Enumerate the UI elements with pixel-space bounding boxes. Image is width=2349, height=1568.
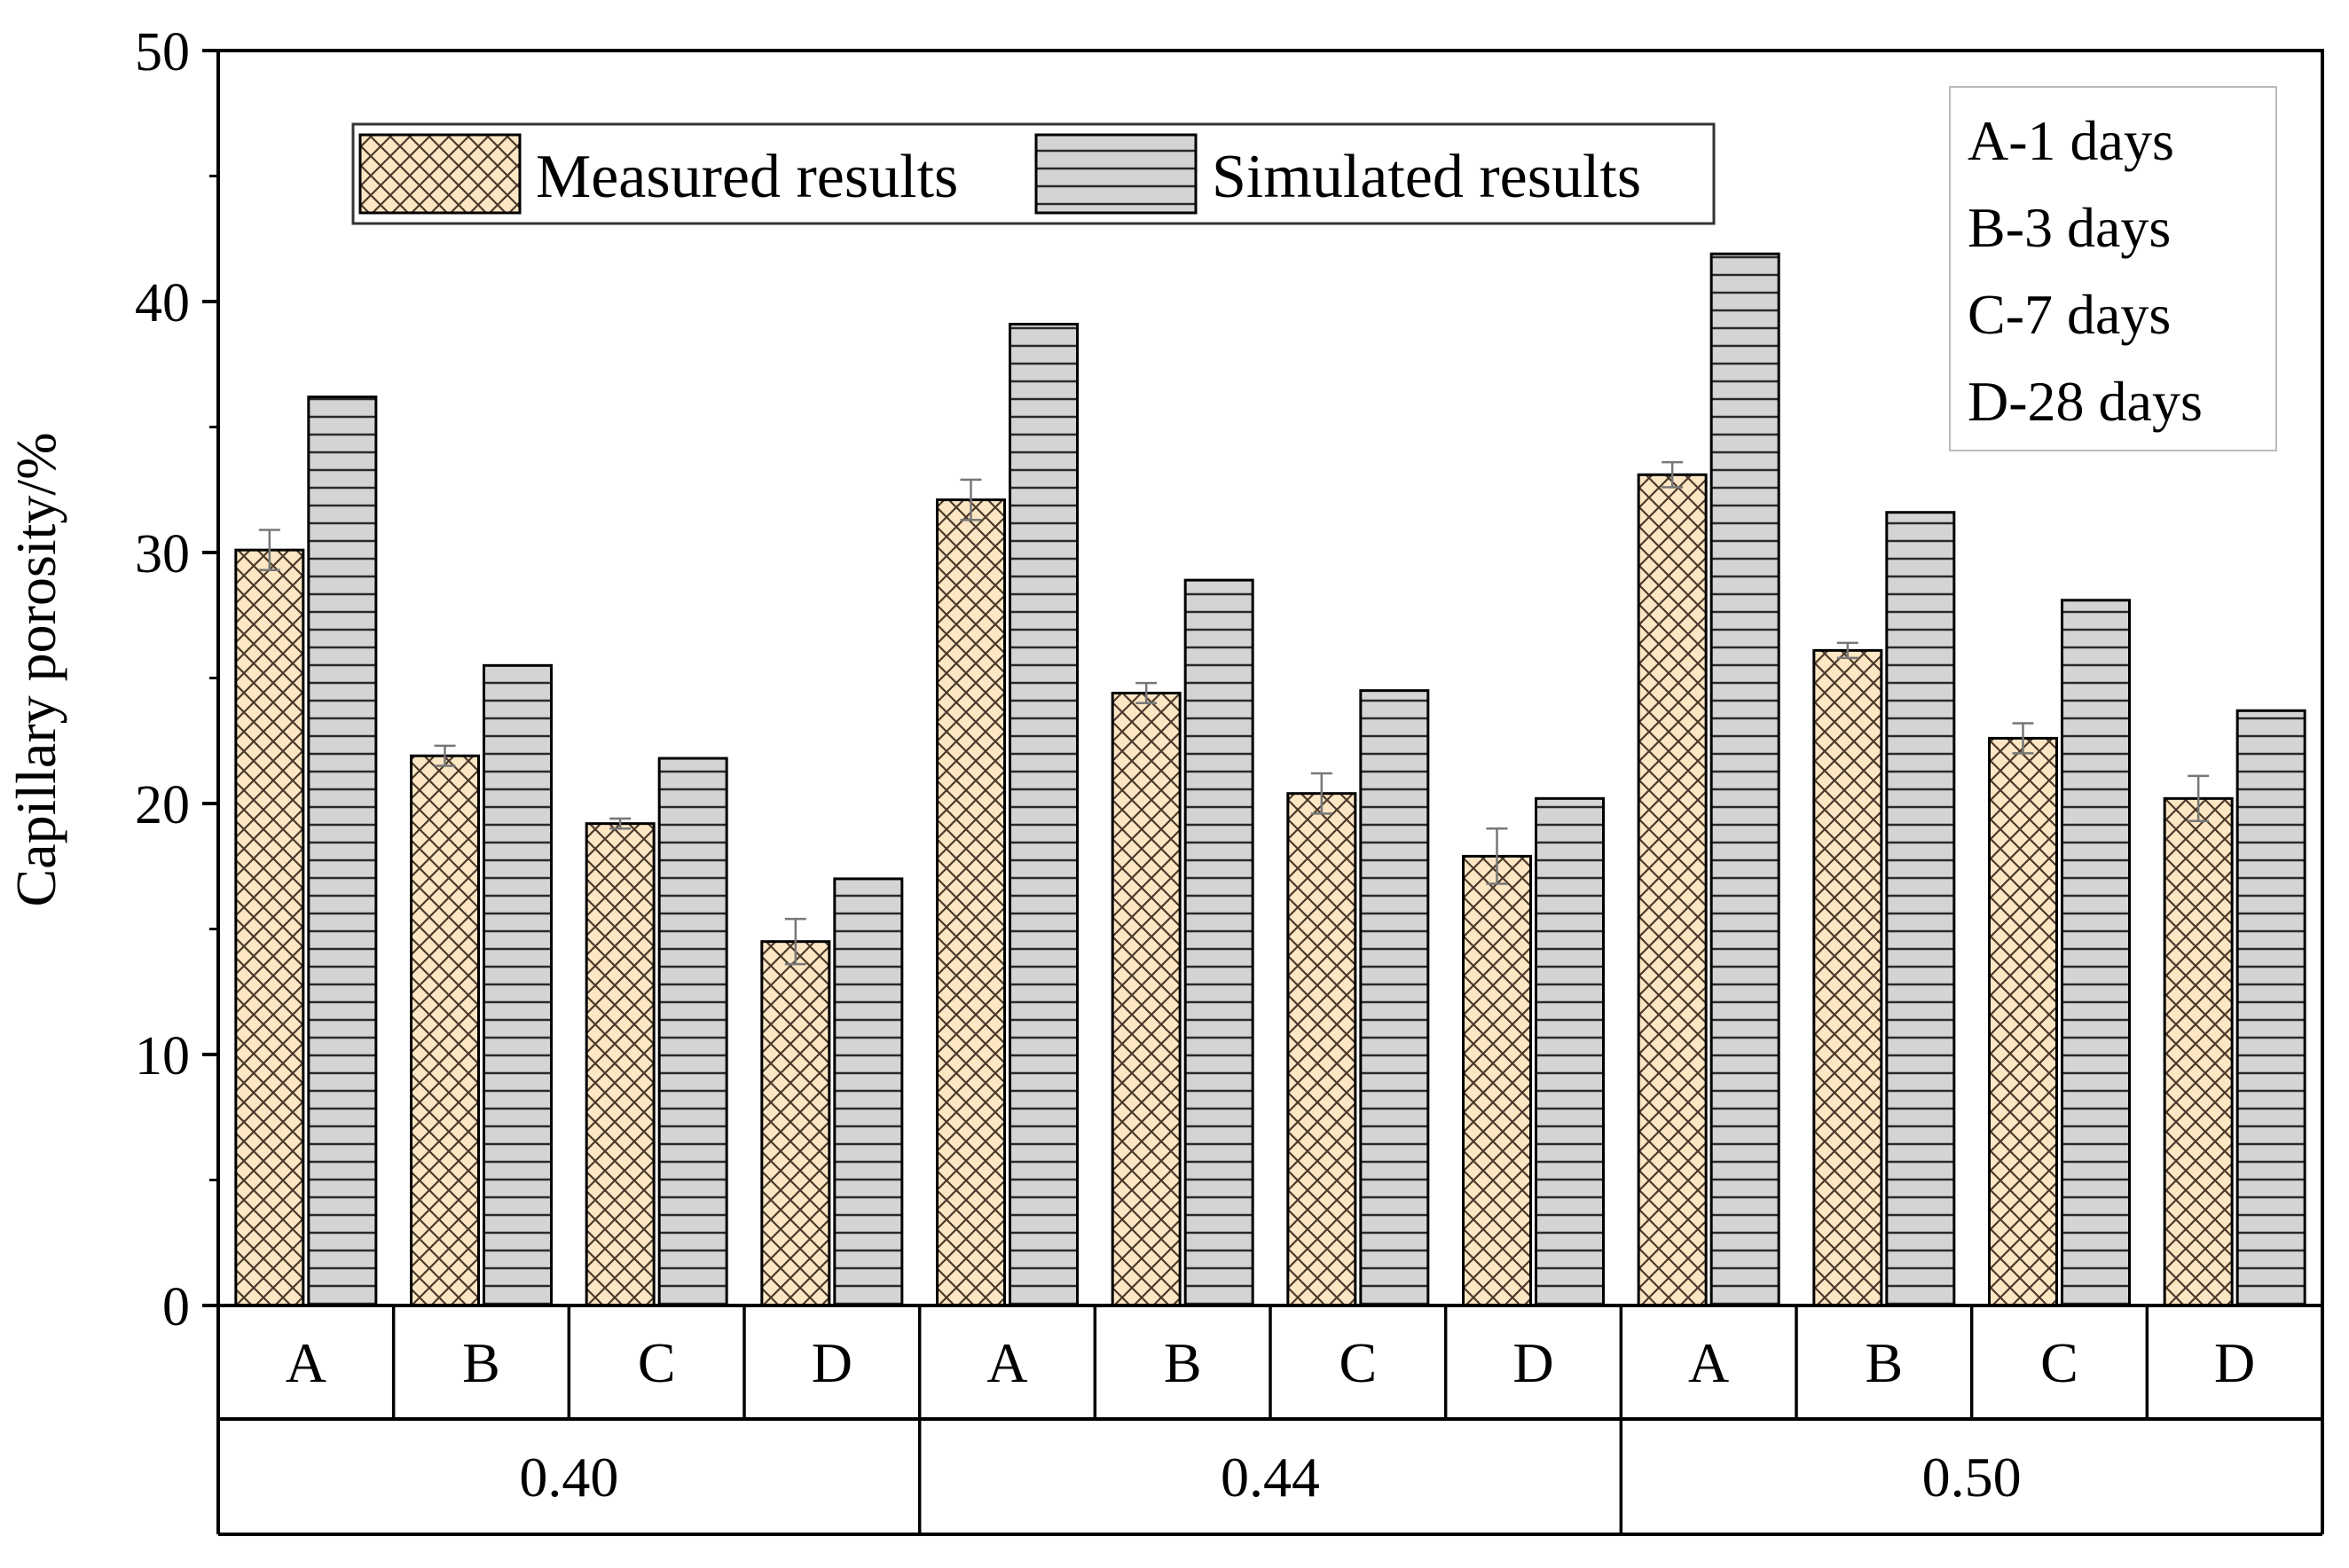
bar-simulated-1 xyxy=(307,396,378,1307)
y-tick-label-10: 10 xyxy=(135,1026,190,1086)
bar-measured-8 xyxy=(1462,854,1532,1307)
bar-measured-5 xyxy=(936,498,1006,1307)
axes-layer: 0 10 20 30 40 50 A B C D A B C D A B C D 0.40 0.44 0.50 xyxy=(135,22,2324,1536)
bar-measured-6 xyxy=(1111,691,1182,1307)
y-tick-label-50: 50 xyxy=(135,22,190,82)
y-axis-label: Capillary porosity/% xyxy=(4,432,67,906)
category-label-3: C xyxy=(638,1331,676,1394)
category-label-6: B xyxy=(1164,1331,1202,1394)
bar-simulated-10 xyxy=(1885,511,1956,1307)
bar-measured-2 xyxy=(410,754,480,1307)
y-tick-label-0: 0 xyxy=(162,1277,190,1337)
category-label-4: D xyxy=(812,1331,852,1394)
category-label-2: B xyxy=(462,1331,500,1394)
note-line-c: C-7 days xyxy=(1968,283,2171,346)
bar-measured-4 xyxy=(760,940,831,1307)
bar-simulated-5 xyxy=(1009,322,1079,1307)
category-label-7: C xyxy=(1339,1331,1377,1394)
legend-swatch-measured xyxy=(358,133,522,215)
note-line-b: B-3 days xyxy=(1968,196,2171,259)
y-tick-label-20: 20 xyxy=(135,775,190,835)
category-label-8: D xyxy=(1512,1331,1553,1394)
bar-measured-12 xyxy=(2163,796,2234,1307)
category-label-11: C xyxy=(2040,1331,2078,1394)
bar-simulated-8 xyxy=(1535,796,1605,1307)
group-label-0.44: 0.44 xyxy=(1221,1446,1320,1509)
category-label-5: A xyxy=(986,1331,1027,1394)
curing-age-note: A-1 days B-3 days C-7 days D-28 days xyxy=(1949,86,2277,451)
bar-simulated-4 xyxy=(833,877,904,1307)
bar-measured-1 xyxy=(234,548,305,1307)
bar-simulated-3 xyxy=(657,757,728,1307)
note-line-d: D-28 days xyxy=(1968,370,2203,433)
legend: Measured results Simulated results xyxy=(351,122,1716,225)
y-tick-label-40: 40 xyxy=(135,273,190,333)
group-label-0.50: 0.50 xyxy=(1922,1446,2022,1509)
legend-swatch-simulated xyxy=(1034,133,1198,215)
bars-layer xyxy=(234,252,2306,1307)
note-frame xyxy=(1949,86,2277,451)
bar-measured-10 xyxy=(1812,648,1883,1307)
bar-measured-11 xyxy=(1988,736,2058,1307)
bar-simulated-7 xyxy=(1359,689,1430,1307)
legend-frame xyxy=(351,122,1716,225)
note-line-a: A-1 days xyxy=(1968,109,2174,172)
bar-simulated-11 xyxy=(2061,599,2131,1307)
bar-measured-7 xyxy=(1286,792,1357,1307)
legend-label-simulated: Simulated results xyxy=(1212,143,1641,211)
group-label-0.40: 0.40 xyxy=(519,1446,618,1509)
bar-simulated-2 xyxy=(483,663,553,1307)
legend-label-measured: Measured results xyxy=(536,143,958,211)
y-tick-label-30: 30 xyxy=(135,524,190,584)
bar-simulated-6 xyxy=(1183,578,1254,1307)
category-label-1: A xyxy=(286,1331,326,1394)
bar-simulated-12 xyxy=(2235,709,2306,1307)
bar-measured-9 xyxy=(1637,473,1708,1307)
bar-simulated-9 xyxy=(1709,252,1780,1307)
category-label-12: D xyxy=(2214,1331,2255,1394)
category-label-10: B xyxy=(1865,1331,1903,1394)
category-label-9: A xyxy=(1688,1331,1729,1394)
bar-measured-3 xyxy=(585,822,656,1307)
